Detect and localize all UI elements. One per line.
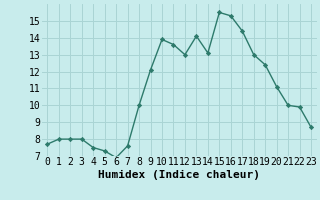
- X-axis label: Humidex (Indice chaleur): Humidex (Indice chaleur): [98, 170, 260, 180]
